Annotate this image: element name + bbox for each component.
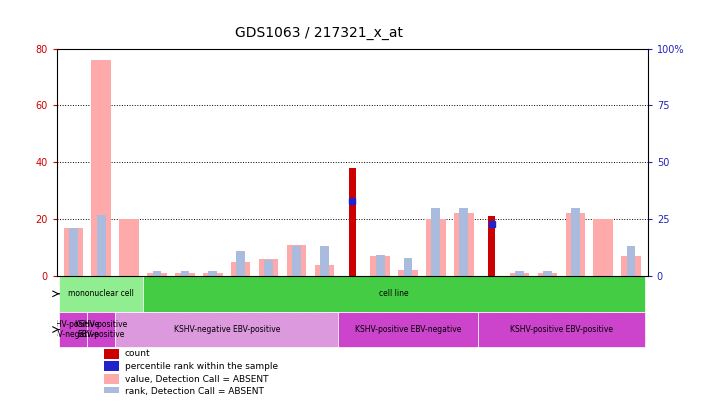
Bar <box>104 349 119 359</box>
Text: KSHV-positive
EBV-positive: KSHV-positive EBV-positive <box>74 320 128 339</box>
Bar <box>478 312 645 347</box>
Bar <box>147 273 167 276</box>
Bar <box>627 246 636 276</box>
Text: KSHV-positive
EBV-negative: KSHV-positive EBV-negative <box>47 320 100 339</box>
Bar <box>175 273 195 276</box>
Bar <box>370 256 390 276</box>
Bar <box>320 246 329 276</box>
Text: GDS1063 / 217321_x_at: GDS1063 / 217321_x_at <box>234 26 403 40</box>
Text: mononuclear cell: mononuclear cell <box>68 289 135 298</box>
Bar <box>622 256 641 276</box>
Bar <box>426 219 445 276</box>
Bar <box>314 264 334 276</box>
Text: KSHV-positive EBV-negative: KSHV-positive EBV-negative <box>355 325 461 334</box>
Bar <box>376 256 384 276</box>
Bar <box>87 312 115 347</box>
Bar <box>91 60 111 276</box>
Bar <box>404 258 412 276</box>
Bar <box>59 312 87 347</box>
Bar <box>489 216 495 276</box>
Text: count: count <box>125 349 150 358</box>
Bar <box>593 219 613 276</box>
Bar <box>153 271 161 276</box>
Bar <box>431 208 440 276</box>
Bar <box>537 273 557 276</box>
Bar <box>338 312 478 347</box>
Text: rank, Detection Call = ABSENT: rank, Detection Call = ABSENT <box>125 388 263 396</box>
Bar <box>120 219 139 276</box>
Bar <box>104 362 119 371</box>
Bar <box>543 271 552 276</box>
Bar <box>454 213 474 276</box>
Bar <box>292 246 301 276</box>
Text: cell line: cell line <box>379 289 409 298</box>
Bar <box>515 271 524 276</box>
Bar <box>143 276 645 312</box>
Bar <box>69 228 78 276</box>
Text: KSHV-positive EBV-positive: KSHV-positive EBV-positive <box>510 325 613 334</box>
Bar <box>231 262 251 276</box>
Bar <box>349 168 355 276</box>
Bar <box>203 273 222 276</box>
Bar <box>510 273 530 276</box>
Text: KSHV-negative EBV-positive: KSHV-negative EBV-positive <box>173 325 280 334</box>
Bar <box>104 374 119 384</box>
Text: value, Detection Call = ABSENT: value, Detection Call = ABSENT <box>125 375 268 384</box>
Bar <box>104 387 119 397</box>
Bar <box>287 245 307 276</box>
Bar <box>259 259 278 276</box>
Bar <box>566 213 585 276</box>
Text: percentile rank within the sample: percentile rank within the sample <box>125 362 278 371</box>
Bar <box>97 215 105 276</box>
Bar <box>398 270 418 276</box>
Bar <box>181 271 189 276</box>
Bar <box>459 208 468 276</box>
Bar <box>571 208 580 276</box>
Bar <box>264 260 273 276</box>
Bar <box>236 251 245 276</box>
Bar <box>59 276 143 312</box>
Bar <box>115 312 338 347</box>
Bar <box>64 228 83 276</box>
Bar <box>208 271 217 276</box>
